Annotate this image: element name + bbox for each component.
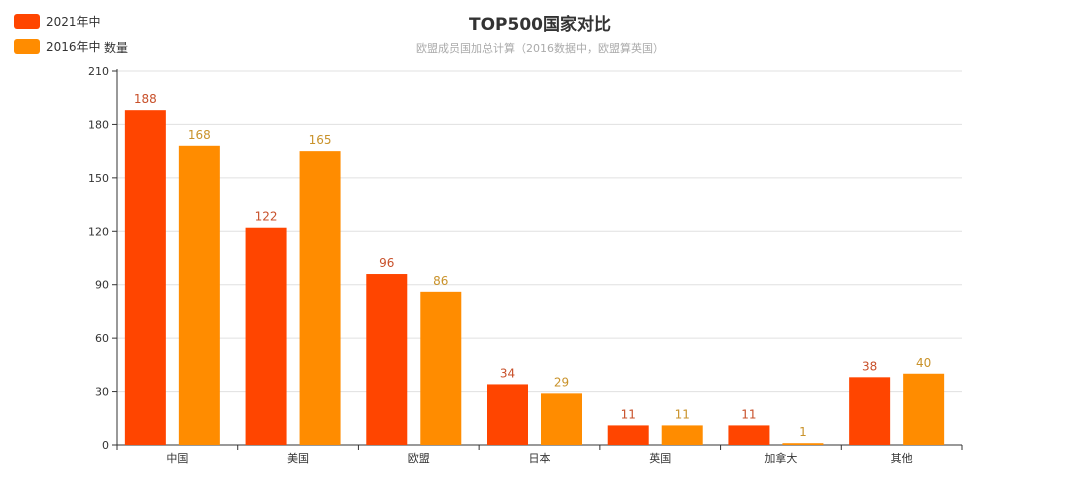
- y-axis-label: 数量: [104, 40, 128, 55]
- data-label: 86: [433, 274, 448, 288]
- data-label: 11: [621, 407, 636, 421]
- x-tick-label: 其他: [891, 452, 913, 465]
- data-label: 11: [675, 407, 690, 421]
- bar: [728, 425, 770, 445]
- y-tick-label: 120: [88, 225, 109, 238]
- x-tick-label: 中国: [166, 452, 188, 465]
- legend-label-2021[interactable]: 2021年中: [46, 14, 101, 29]
- data-label: 1: [799, 425, 807, 439]
- x-tick-label: 欧盟: [408, 452, 430, 465]
- bar: [124, 110, 166, 445]
- bar: [782, 443, 824, 445]
- data-label: 165: [309, 133, 332, 147]
- x-tick-label: 美国: [287, 452, 309, 465]
- legend-swatch-2021[interactable]: [14, 14, 40, 29]
- data-label: 168: [188, 128, 211, 142]
- y-tick-label: 60: [95, 332, 109, 345]
- bars: [124, 110, 945, 446]
- x-tick-label: 英国: [649, 451, 671, 465]
- bar: [420, 291, 462, 445]
- legend: 2021年中 2016年中: [14, 14, 101, 54]
- y-tick-label: 0: [102, 439, 109, 452]
- data-label: 122: [255, 210, 278, 224]
- y-tick-label: 90: [95, 279, 109, 292]
- y-tick-label: 30: [95, 386, 109, 399]
- data-label: 40: [916, 356, 931, 370]
- bar: [541, 393, 582, 445]
- data-label: 96: [379, 256, 394, 270]
- data-label: 188: [134, 92, 157, 106]
- y-tick-label: 180: [88, 118, 109, 131]
- bar: [245, 227, 287, 445]
- legend-label-2016[interactable]: 2016年中: [46, 39, 101, 54]
- bar: [299, 151, 341, 445]
- x-tick-label: 加拿大: [764, 451, 797, 465]
- data-label: 29: [554, 375, 569, 389]
- bar: [487, 384, 528, 445]
- bar: [849, 377, 891, 445]
- bar: [366, 274, 408, 445]
- chart-title: TOP500国家对比: [469, 14, 611, 35]
- data-label: 34: [500, 366, 515, 380]
- data-label: 11: [741, 407, 756, 421]
- bar: [661, 425, 703, 445]
- grid-lines: [117, 70, 962, 393]
- bar: [607, 425, 649, 445]
- y-tick-label: 150: [88, 172, 109, 185]
- chart-subtitle: 欧盟成员国加总计算（2016数据中，欧盟算英国）: [416, 41, 664, 55]
- x-tick-label: 日本: [529, 451, 551, 465]
- legend-swatch-2016[interactable]: [14, 39, 40, 54]
- y-tick-label: 210: [88, 65, 109, 78]
- bar: [903, 373, 945, 445]
- data-label: 38: [862, 359, 877, 373]
- bar: [178, 145, 220, 446]
